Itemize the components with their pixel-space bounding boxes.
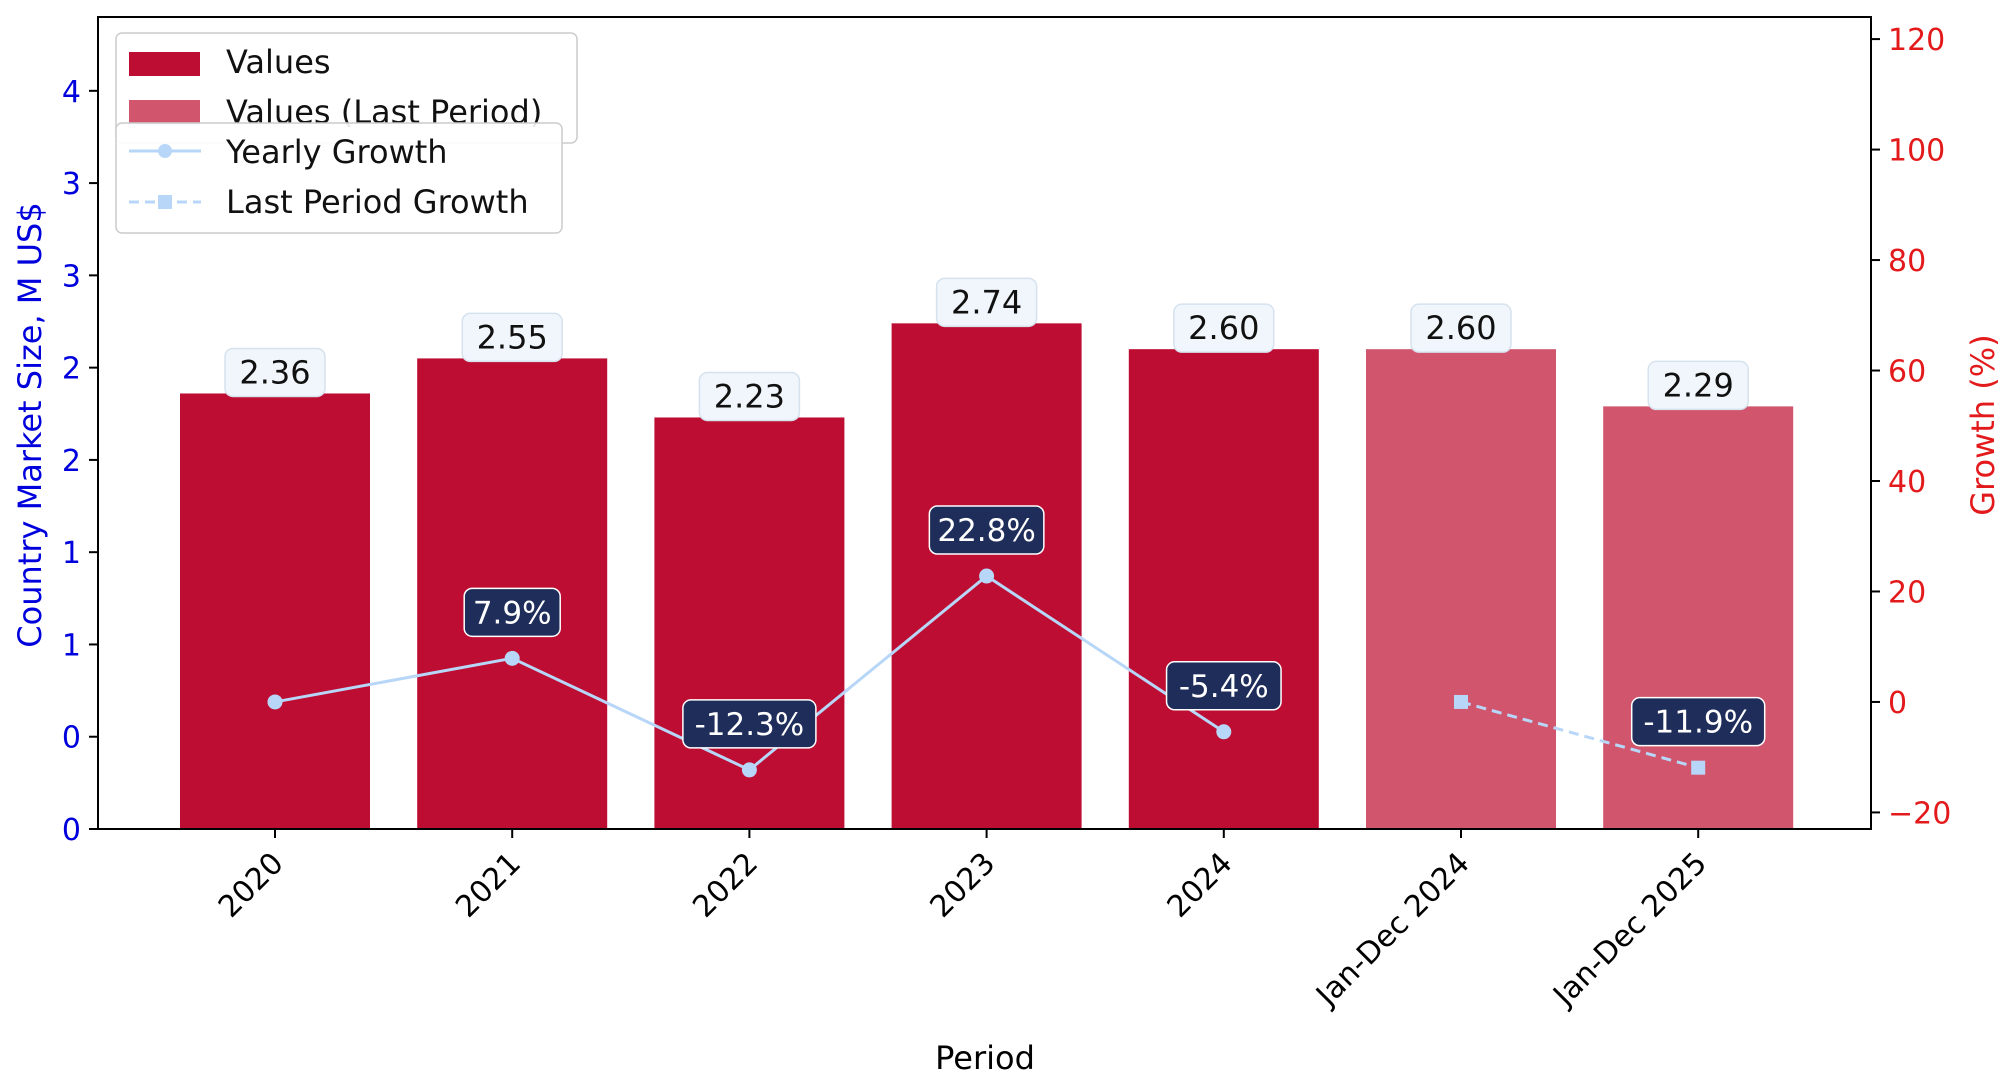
- legend-label-values: Values: [226, 43, 331, 81]
- growth-value-label-box: [1630, 696, 1766, 747]
- lines-layer: [267, 568, 1706, 778]
- bar-value-label-text: 2.60: [1425, 309, 1496, 347]
- right-axis-tick-label: 0: [1888, 686, 1907, 721]
- growth-value-label-box: [463, 587, 561, 638]
- growth-point: [1691, 760, 1706, 775]
- bar-value-label: 2.23: [698, 371, 801, 422]
- growth-point: [1216, 724, 1232, 740]
- growth-value-label: 7.9%: [463, 587, 561, 638]
- bar-value-label: 2.29: [1647, 360, 1749, 411]
- bar-value-label-text: 2.55: [477, 318, 548, 356]
- growth-point: [979, 568, 995, 584]
- growth-value-label-text: -11.9%: [1643, 705, 1753, 741]
- bar: [1366, 349, 1556, 829]
- bar-value-label-box: [1173, 303, 1275, 353]
- right-axis-title: Growth (%): [1964, 334, 2002, 515]
- bar-value-label-text: 2.23: [714, 377, 785, 415]
- growth-point: [1454, 694, 1468, 709]
- right-axis-tick-label: 80: [1888, 244, 1926, 279]
- left-axis-tick-label: 1: [62, 628, 81, 663]
- growth-value-label: -11.9%: [1630, 696, 1766, 747]
- bar: [180, 393, 370, 829]
- legend-lines: Yearly Growth Last Period Growth: [115, 122, 563, 234]
- legend-swatch-last-period-growth-marker: [158, 195, 172, 209]
- plot-frame: [97, 16, 1872, 830]
- growth-value-label-box: [1165, 661, 1282, 711]
- legend-swatch-values-last-period: [129, 100, 200, 124]
- left-axis-tick-label: 3: [62, 167, 81, 202]
- legend-swatch-values: [129, 52, 200, 76]
- growth-point: [504, 650, 520, 666]
- right-axis-tick-label: 100: [1888, 134, 1945, 169]
- x-axis-tick-label: 2022: [686, 846, 765, 925]
- bar-value-label: 2.36: [224, 347, 326, 398]
- growth-point: [267, 694, 283, 710]
- bars-layer: [180, 323, 1794, 829]
- left-axis-tick-label: 2: [62, 352, 81, 387]
- growth-value-label-text: -12.3%: [695, 707, 805, 743]
- growth-value-label-text: 7.9%: [473, 595, 552, 631]
- bar-value-label-text: 2.29: [1663, 366, 1734, 404]
- legend-lines-box: [115, 122, 563, 234]
- bar-value-label-text: 2.36: [239, 353, 310, 391]
- growth-line: [1460, 700, 1699, 770]
- bar: [1128, 349, 1319, 829]
- left-axis-tick-label: 1: [62, 536, 81, 571]
- bar: [654, 417, 845, 829]
- right-axis-tick-label: 120: [1888, 23, 1945, 58]
- left-axis-tick-label: 3: [62, 259, 81, 294]
- left-axis-tick-label: 0: [62, 721, 81, 756]
- bar-value-label: 2.60: [1173, 303, 1275, 353]
- right-axis-tick-label: 20: [1888, 575, 1926, 610]
- bar-value-label-box: [935, 277, 1038, 328]
- bar-value-label: 2.60: [1410, 303, 1512, 353]
- left-axis-tick-label: 2: [62, 444, 81, 479]
- labels-layer: 2.36 2.55 2.23 2.74 2.60 2.60 2.29 7.9% -12.3% 22…: [224, 277, 1766, 749]
- bar-value-label-box: [698, 371, 801, 422]
- growth-value-label: 22.8%: [928, 505, 1045, 555]
- bar-value-label-text: 2.74: [951, 283, 1022, 321]
- left-axis-tick-label: 4: [62, 75, 81, 110]
- x-axis-tick-label: 2024: [1161, 846, 1240, 925]
- right-axis-tick-label: 40: [1888, 465, 1926, 500]
- x-axis-tick-label: 2023: [924, 846, 1003, 925]
- x-axis-tick-label: 2020: [212, 846, 291, 925]
- x-axis-tick-label: Jan-Dec 2025: [1546, 846, 1714, 1014]
- legend-label-yearly-growth: Yearly Growth: [225, 133, 448, 171]
- x-axis-title: Period: [935, 1039, 1035, 1077]
- growth-value-label-text: -5.4%: [1179, 669, 1269, 705]
- right-axis-tick-label: −20: [1888, 796, 1951, 831]
- growth-value-label-box: [682, 699, 817, 749]
- right-axis-tick-label: 60: [1888, 355, 1926, 390]
- bar: [1603, 406, 1794, 829]
- growth-value-label-text: 22.8%: [937, 513, 1035, 549]
- bar-value-label: 2.74: [935, 277, 1038, 328]
- bar-value-label-box: [1410, 303, 1512, 353]
- growth-point: [741, 762, 757, 778]
- left-axis-tick-label: 0: [62, 813, 81, 848]
- growth-value-label: -5.4%: [1165, 661, 1282, 711]
- bar-value-label-box: [461, 312, 563, 363]
- bar-value-label: 2.55: [461, 312, 563, 363]
- left-axis-title: Country Market Size, M US$: [11, 202, 49, 647]
- legend-swatch-yearly-growth-marker: [158, 144, 172, 158]
- bar-value-label-box: [1647, 360, 1749, 411]
- bar-value-label-text: 2.60: [1188, 309, 1259, 347]
- growth-value-label: -12.3%: [682, 699, 817, 749]
- x-axis-tick-label: 2021: [449, 846, 528, 925]
- bar-value-label-box: [224, 347, 326, 398]
- legend-label-last-period-growth: Last Period Growth: [226, 183, 529, 221]
- growth-value-label-box: [928, 505, 1045, 555]
- x-axis-tick-label: Jan-Dec 2024: [1308, 846, 1476, 1014]
